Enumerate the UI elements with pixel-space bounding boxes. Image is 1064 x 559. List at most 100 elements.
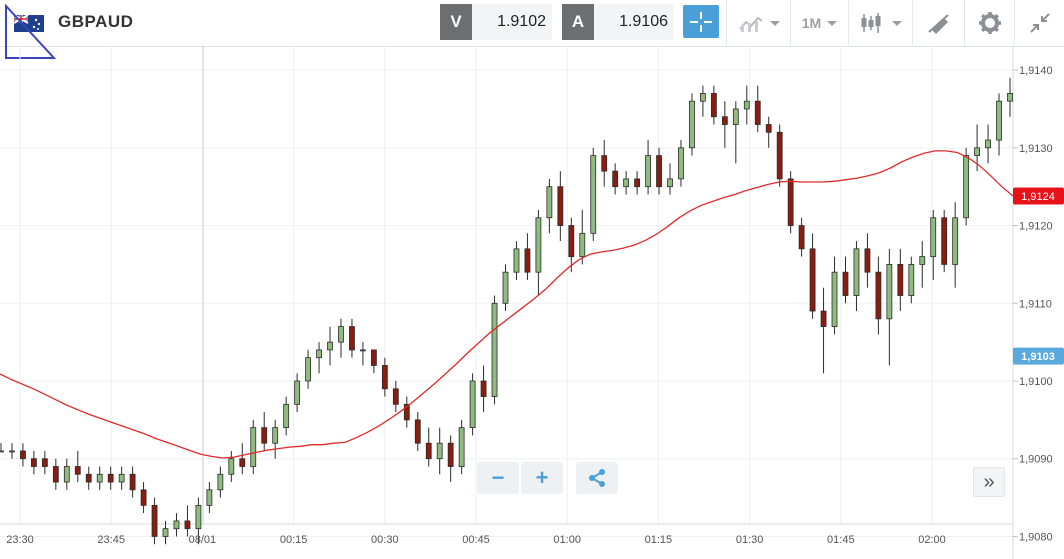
candle-body-bear bbox=[480, 380, 487, 397]
timeframe-label: 1M bbox=[801, 15, 822, 31]
collapse-button[interactable] bbox=[1014, 0, 1064, 46]
candle-body-bull bbox=[645, 155, 651, 188]
price-chart[interactable]: 1,9080 1,9090 1,9100 1,9110 1,9120 1,9130 1,91… bbox=[0, 46, 1064, 559]
candle bbox=[502, 264, 509, 312]
crosshair-button[interactable] bbox=[683, 5, 719, 38]
candle bbox=[447, 435, 454, 483]
candle bbox=[272, 419, 279, 459]
candle bbox=[370, 349, 377, 374]
candle-body-bull bbox=[458, 427, 465, 467]
candle-body-bear bbox=[601, 155, 608, 172]
x-tick-label: 00:30 bbox=[371, 534, 399, 546]
candle-style-button[interactable] bbox=[848, 0, 912, 46]
candle bbox=[930, 210, 937, 280]
candle bbox=[85, 466, 92, 490]
candle bbox=[645, 140, 651, 195]
candle-body-bear bbox=[864, 248, 871, 273]
candle bbox=[129, 466, 136, 498]
timeframe-selector[interactable]: 1M bbox=[790, 0, 848, 46]
candle-body-bear bbox=[754, 100, 761, 125]
candle bbox=[776, 124, 783, 187]
bid-label: V bbox=[440, 4, 472, 40]
candle bbox=[173, 513, 180, 537]
candle-body-bear bbox=[381, 365, 388, 390]
candle bbox=[634, 171, 641, 195]
candle bbox=[787, 171, 794, 234]
candle-body-bear bbox=[941, 217, 948, 265]
candle bbox=[919, 241, 926, 288]
ma-price-label-text: 1,9124 bbox=[1021, 191, 1055, 203]
candle bbox=[820, 287, 827, 374]
candle-body-bull bbox=[546, 186, 553, 219]
candle-body-bull bbox=[327, 341, 333, 351]
candle bbox=[305, 349, 311, 389]
candle-body-bull bbox=[952, 217, 959, 265]
candle-body-bull bbox=[283, 403, 290, 429]
candle-body-bull bbox=[272, 427, 279, 444]
chart-toolbar: GBPAUD V 1.9102 A 1.9106 1M bbox=[0, 0, 1064, 59]
scroll-right-button[interactable]: » bbox=[973, 467, 1005, 497]
candle bbox=[897, 248, 904, 312]
x-tick-label: 01:15 bbox=[645, 534, 673, 546]
candle-body-bull bbox=[217, 473, 224, 491]
candle bbox=[590, 147, 597, 242]
candles-layer bbox=[0, 77, 1013, 545]
zoom-in-button[interactable]: + bbox=[521, 462, 563, 494]
chart-type-button[interactable] bbox=[726, 0, 790, 46]
symbol-name[interactable]: GBPAUD bbox=[58, 12, 134, 31]
candle bbox=[294, 373, 301, 413]
candle bbox=[118, 466, 125, 490]
candle bbox=[535, 210, 542, 296]
candle-body-bull bbox=[0, 450, 4, 453]
candle bbox=[360, 342, 366, 366]
y-tick-label: 1,9130 bbox=[1019, 143, 1053, 155]
candle-body-bull bbox=[700, 93, 706, 102]
candle bbox=[996, 93, 1002, 156]
candle bbox=[107, 466, 114, 490]
candle-body-bull bbox=[469, 380, 476, 429]
candle bbox=[239, 443, 246, 475]
candle bbox=[349, 318, 355, 358]
ma-price-label: 1,9124 bbox=[1013, 187, 1064, 205]
candle-body-bull bbox=[316, 349, 322, 359]
candle-body-bear bbox=[107, 473, 114, 483]
candle-body-bull bbox=[63, 466, 70, 483]
candle bbox=[765, 116, 772, 148]
ask-price-box[interactable]: A 1.9106 bbox=[562, 4, 674, 40]
candle-body-bear bbox=[798, 225, 805, 250]
candle-body-bull bbox=[491, 302, 498, 397]
settings-button[interactable] bbox=[964, 0, 1014, 46]
drawing-tool-button[interactable] bbox=[912, 0, 964, 46]
candle bbox=[458, 419, 465, 475]
candle-body-bear bbox=[875, 271, 882, 320]
x-tick-label: 23:45 bbox=[97, 534, 125, 546]
candle-body-bull bbox=[338, 326, 344, 343]
candle-body-bear bbox=[612, 170, 619, 188]
y-tick-label: 1,9080 bbox=[1019, 531, 1053, 543]
candle-body-bull bbox=[436, 442, 443, 460]
candle bbox=[809, 233, 816, 319]
candle-body-bull bbox=[513, 248, 520, 273]
candle bbox=[151, 497, 158, 545]
candle bbox=[20, 443, 26, 467]
collapse-icon bbox=[1029, 13, 1050, 33]
candle bbox=[579, 210, 586, 265]
candle-body-bull bbox=[173, 520, 180, 530]
candle bbox=[513, 241, 520, 280]
corner-indicator-icon bbox=[5, 4, 56, 59]
candle-body-bull bbox=[294, 380, 301, 405]
bid-price-box[interactable]: V 1.9102 bbox=[440, 4, 552, 40]
candle bbox=[601, 140, 608, 187]
candle bbox=[886, 248, 893, 366]
candle bbox=[41, 450, 48, 475]
current-price-label-text: 1,9103 bbox=[1021, 351, 1055, 363]
candle bbox=[184, 505, 191, 537]
candle-body-bull bbox=[908, 264, 915, 296]
candle bbox=[261, 412, 268, 451]
share-button[interactable] bbox=[576, 462, 618, 494]
candle bbox=[228, 450, 235, 483]
candle bbox=[425, 427, 432, 467]
zoom-out-button[interactable]: − bbox=[477, 462, 519, 494]
candle-body-bear bbox=[261, 427, 268, 444]
gear-icon bbox=[978, 12, 1001, 34]
